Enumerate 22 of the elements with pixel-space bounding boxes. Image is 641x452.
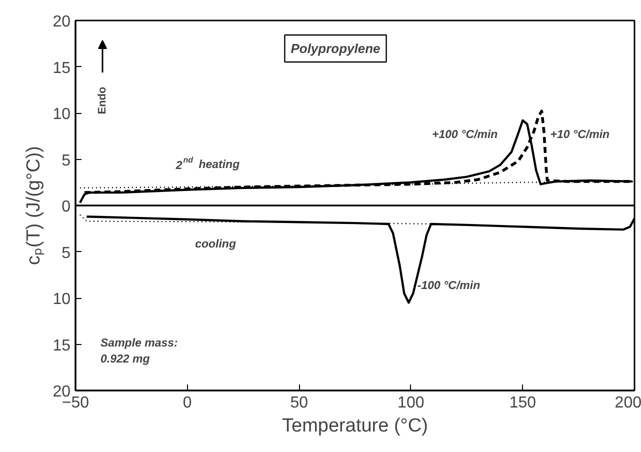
annotation: Endo bbox=[96, 86, 108, 114]
annotation: +100 °C/min bbox=[432, 129, 498, 142]
x-tick-label: 150 bbox=[509, 394, 536, 412]
annotation: +10 °C/min bbox=[550, 129, 610, 142]
y-axis-title: cₚ(T) (J/(g°C)) bbox=[24, 146, 45, 266]
y-tick-label: 5 bbox=[62, 244, 71, 262]
annotation: cooling bbox=[195, 238, 236, 250]
y-tick-label: 10 bbox=[52, 291, 71, 308]
text: Polypropylene bbox=[290, 41, 380, 56]
y-tick-label: 15 bbox=[52, 337, 71, 354]
y-tick-label: 0 bbox=[62, 198, 71, 216]
x-tick-label: 0 bbox=[182, 394, 192, 412]
x-axis-title: Temperature (°C) bbox=[282, 416, 428, 436]
y-tick-label: 5 bbox=[62, 152, 71, 170]
y-tick-label: 10 bbox=[52, 106, 71, 123]
annotation: -100 °C/min bbox=[417, 280, 480, 292]
x-tick-label: 50 bbox=[290, 394, 308, 412]
annotation: Sample mass: 0.922 mg bbox=[100, 338, 178, 366]
y-tick-label: 20 bbox=[52, 14, 71, 30]
x-tick-label: 100 bbox=[398, 394, 424, 412]
x-tick-label: 200 bbox=[614, 394, 641, 412]
y-tick-label: 15 bbox=[52, 60, 71, 77]
